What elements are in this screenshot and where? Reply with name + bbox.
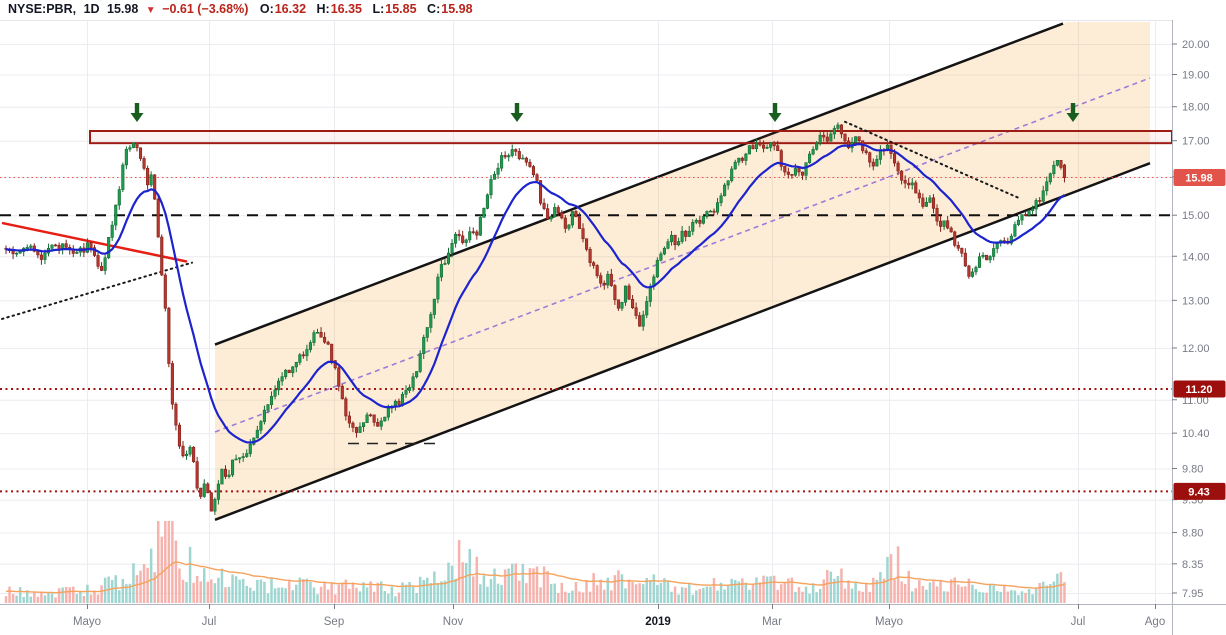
level-price-badge — [1173, 380, 1226, 398]
close-value: 15.98 — [441, 2, 473, 16]
svg-text:Mar: Mar — [762, 616, 782, 628]
svg-text:Nov: Nov — [443, 616, 464, 628]
volume-layer — [4, 521, 1066, 603]
sell-arrows-layer — [130, 103, 1080, 122]
down-triangle-icon: ▼ — [145, 5, 156, 16]
svg-text:9.80: 9.80 — [1182, 464, 1203, 476]
svg-text:19.00: 19.00 — [1182, 70, 1210, 82]
down-arrow-icon[interactable] — [510, 103, 524, 122]
candles-layer[interactable] — [4, 122, 1067, 515]
svg-text:14.00: 14.00 — [1182, 251, 1210, 263]
svg-text:Mayo: Mayo — [73, 616, 101, 628]
open-label: O: — [259, 2, 274, 16]
svg-text:15.00: 15.00 — [1182, 210, 1210, 222]
symbol-legend: NYSE:PBR, 1D 15.98 ▼ −0.61 (−3.68%) O:16… — [8, 2, 480, 16]
svg-text:18.00: 18.00 — [1182, 102, 1210, 114]
last-price-value: 15.98 — [107, 2, 139, 16]
timeframe-label: 1D — [83, 2, 100, 16]
red-descending-trendline[interactable] — [1, 221, 188, 263]
open-value: 16.32 — [274, 2, 307, 16]
svg-text:11.20: 11.20 — [1186, 384, 1213, 396]
change-value: −0.61 (−3.68%) — [162, 2, 249, 16]
svg-text:Jul: Jul — [1071, 616, 1086, 628]
svg-text:Sep: Sep — [324, 616, 344, 628]
down-arrow-icon[interactable] — [768, 103, 782, 122]
channel-upper-line[interactable] — [214, 22, 1064, 346]
svg-text:10.40: 10.40 — [1182, 428, 1210, 440]
svg-text:17.00: 17.00 — [1182, 136, 1210, 148]
svg-text:13.00: 13.00 — [1182, 295, 1210, 307]
level-price-badge — [1173, 482, 1226, 500]
ascending-channel — [214, 22, 1151, 522]
svg-text:11.00: 11.00 — [1182, 395, 1209, 407]
svg-text:20.00: 20.00 — [1182, 39, 1210, 51]
svg-text:12.00: 12.00 — [1182, 343, 1210, 355]
channel-midline[interactable] — [214, 77, 1151, 433]
high-value: 16.35 — [330, 2, 362, 16]
svg-text:2019: 2019 — [645, 616, 671, 628]
svg-text:7.95: 7.95 — [1182, 588, 1203, 600]
resistance-zone-box[interactable] — [89, 129, 1172, 145]
down-arrow-icon[interactable] — [130, 103, 144, 122]
low-label: L: — [372, 2, 385, 16]
svg-text:8.80: 8.80 — [1182, 528, 1203, 540]
last-price-badge — [1173, 169, 1226, 187]
x-axis[interactable]: Mayo Jul Sep Nov 2019 Mar Mayo Jul Ago — [73, 604, 1165, 628]
svg-text:Mayo: Mayo — [875, 616, 903, 628]
svg-text:Ago: Ago — [1145, 616, 1165, 628]
svg-text:Jul: Jul — [202, 616, 217, 628]
channel-lower-line[interactable] — [214, 162, 1151, 522]
low-value: 15.85 — [385, 2, 417, 16]
high-label: H: — [316, 2, 330, 16]
svg-text:9.43: 9.43 — [1188, 486, 1209, 498]
price-ma-line[interactable] — [5, 143, 1066, 444]
down-arrow-icon[interactable] — [1066, 103, 1080, 122]
levels-layer — [0, 177, 1172, 493]
symbol-name: NYSE:PBR, — [8, 2, 77, 16]
volume-ma-line — [5, 561, 1065, 594]
channel-fill — [215, 22, 1150, 520]
svg-text:15.98: 15.98 — [1185, 173, 1213, 185]
price-badges: 15.98 11.20 9.43 — [1173, 169, 1226, 500]
svg-text:8.35: 8.35 — [1182, 559, 1203, 571]
plot-area — [0, 20, 1172, 604]
close-label: C: — [427, 2, 441, 16]
dotted-decline-from-peak[interactable] — [844, 120, 1019, 199]
